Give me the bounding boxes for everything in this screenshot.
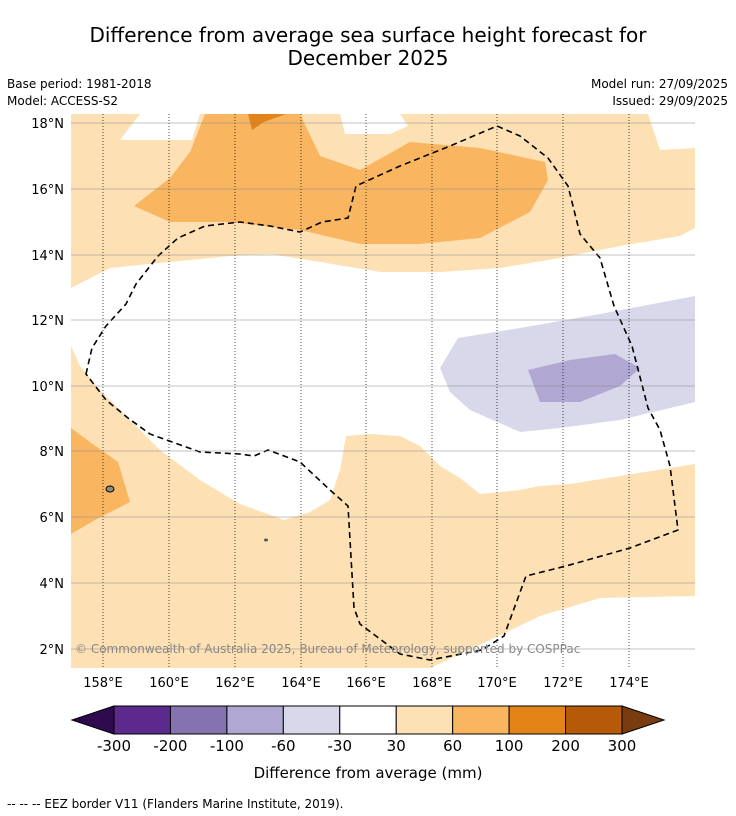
contour-100-200-region bbox=[248, 114, 286, 130]
map-title-line1: Difference from average sea surface heig… bbox=[89, 23, 647, 47]
colorbar-tick-label: 60 bbox=[443, 737, 462, 755]
lat-label: 16°N bbox=[31, 183, 64, 198]
contour-neutral-patch-top-mid bbox=[340, 114, 408, 134]
issued-text: Issued: 29/09/2025 bbox=[612, 94, 728, 108]
contour-neutral-region bbox=[71, 228, 695, 520]
colorbar-label: Difference from average (mm) bbox=[254, 764, 483, 782]
colorbar-tick-label: 100 bbox=[495, 737, 524, 755]
lon-label: 174°E bbox=[609, 676, 649, 691]
lon-label: 170°E bbox=[477, 676, 517, 691]
colorbar-segment bbox=[226, 705, 284, 735]
colorbar-segment bbox=[113, 705, 171, 735]
colorbar-segment bbox=[169, 705, 228, 735]
colorbar-segment bbox=[282, 705, 341, 735]
colorbar-tick-label: -30 bbox=[328, 737, 353, 755]
longitude-labels: 158°E 160°E 162°E 164°E 166°E 168°E 170°… bbox=[83, 676, 649, 691]
island-outline-small bbox=[264, 538, 268, 542]
base-period-text: Base period: 1981-2018 bbox=[7, 77, 152, 91]
colorbar-tick-label: -300 bbox=[97, 737, 131, 755]
colorbar-segment bbox=[395, 705, 454, 735]
lon-label: 160°E bbox=[149, 676, 189, 691]
colorbar-tick-label: 200 bbox=[551, 737, 580, 755]
contour-60-100-region-west bbox=[71, 428, 130, 534]
lon-label: 168°E bbox=[412, 676, 452, 691]
colorbar-tick-label: 300 bbox=[608, 737, 637, 755]
colorbar-tick-label: -200 bbox=[153, 737, 187, 755]
colorbar-tick-label: 30 bbox=[387, 737, 406, 755]
colorbar-tick-label: -100 bbox=[210, 737, 244, 755]
lon-label: 158°E bbox=[83, 676, 123, 691]
colorbar-extend-low bbox=[70, 705, 115, 735]
contour-neg60-neg100-region bbox=[528, 354, 640, 402]
contour-60-100-region-north bbox=[134, 114, 548, 244]
latitude-labels: 18°N 16°N 14°N 12°N 10°N 8°N 6°N 4°N 2°N bbox=[31, 117, 64, 658]
model-run-text: Model run: 27/09/2025 bbox=[590, 77, 728, 91]
eez-border-line bbox=[85, 125, 679, 661]
lon-label: 164°E bbox=[281, 676, 321, 691]
lat-label: 6°N bbox=[40, 511, 65, 526]
colorbar-segment bbox=[339, 705, 397, 735]
lat-label: 10°N bbox=[31, 380, 64, 395]
lat-label: 18°N bbox=[31, 117, 64, 132]
island-outline bbox=[105, 485, 115, 493]
lat-label: 2°N bbox=[40, 643, 65, 658]
lon-label: 172°E bbox=[543, 676, 583, 691]
map-gridlines bbox=[71, 114, 695, 668]
map-title-line2: December 2025 bbox=[287, 46, 449, 70]
eez-legend-text: -- -- -- EEZ border V11 (Flanders Marine… bbox=[7, 797, 344, 811]
lon-label: 166°E bbox=[346, 676, 386, 691]
colorbar-extend-high bbox=[621, 705, 666, 735]
lon-label: 162°E bbox=[215, 676, 255, 691]
lat-label: 12°N bbox=[31, 314, 64, 329]
lat-label: 4°N bbox=[40, 577, 65, 592]
anomaly-field bbox=[71, 114, 695, 668]
colorbar: -300 -200 -100 -60 -30 30 60 100 200 300 bbox=[70, 705, 666, 755]
copyright-text: © Commonwealth of Australia 2025, Bureau… bbox=[75, 642, 580, 656]
colorbar-segment bbox=[508, 705, 567, 735]
model-text: Model: ACCESS-S2 bbox=[7, 94, 119, 108]
lat-label: 14°N bbox=[31, 249, 64, 264]
colorbar-segment bbox=[452, 705, 510, 735]
contour-neutral-patch-top-left bbox=[120, 114, 200, 140]
contour-neutral-region-south bbox=[430, 596, 695, 668]
colorbar-segment bbox=[565, 705, 623, 735]
lat-label: 8°N bbox=[40, 445, 65, 460]
colorbar-tick-label: -60 bbox=[271, 737, 296, 755]
